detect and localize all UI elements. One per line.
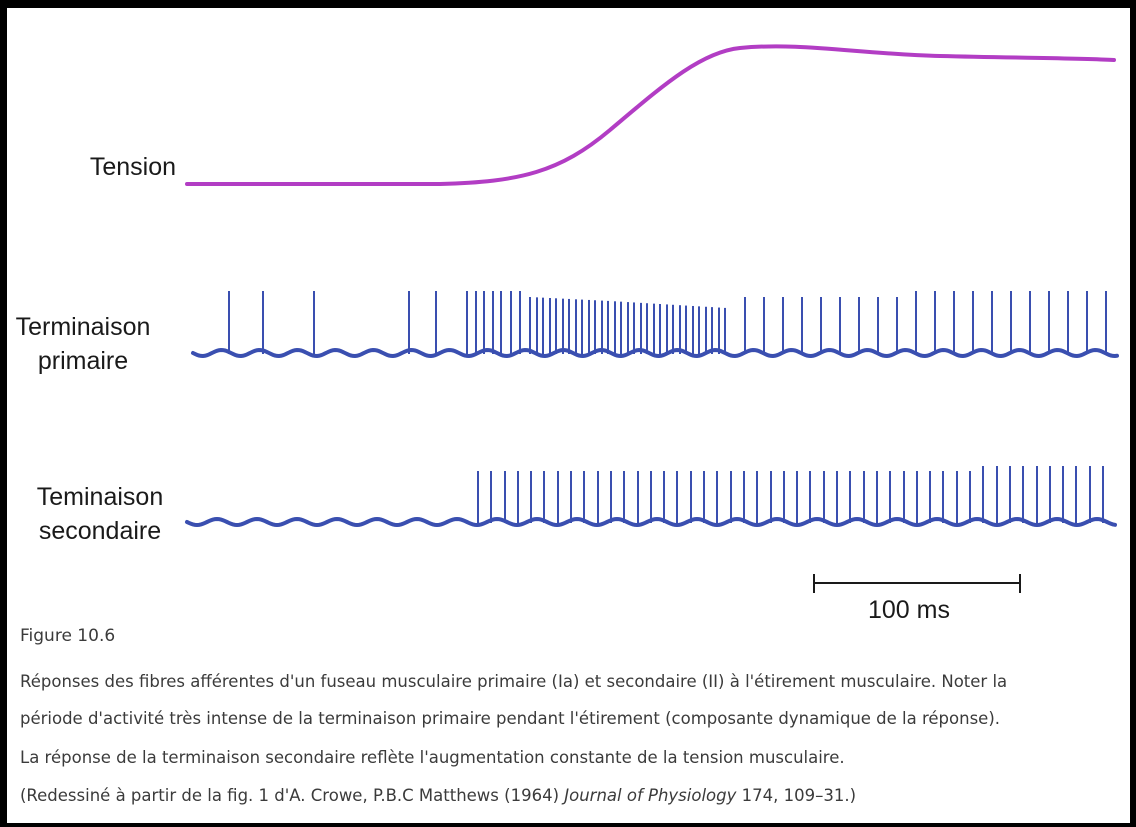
scale-bar-label: 100 ms [868,596,950,624]
secondary-ending-label: Teminaison secondaire [20,480,180,548]
figure-number: Figure 10.6 [20,626,116,646]
primary-baseline [191,348,1119,358]
caption-line-2: période d'activité très intense de la te… [20,709,1001,728]
primary-label-line1: Terminaison [15,313,151,341]
tension-label: Tension [89,153,176,181]
caption-reference: (Redessiné à partir de la fig. 1 d'A. Cr… [20,786,856,805]
secondary-label-line1: Teminaison [36,483,164,511]
reference-prefix: (Redessiné à partir de la fig. 1 d'A. Cr… [20,786,565,805]
secondary-label-line2: secondaire [38,517,162,545]
caption-line-1: Réponses des fibres afférentes d'un fuse… [20,672,1008,691]
primary-ending-label: Terminaison primaire [10,310,156,378]
primary-label-line2: primaire [37,347,129,375]
primary-spikes [228,291,1107,354]
caption-line-3: La réponse de la terminaison secondaire … [20,748,845,767]
reference-suffix: 174, 109–31.) [736,786,857,805]
reference-journal: Journal of Physiology [564,786,737,805]
scale-bar [813,574,1021,593]
spindle-response-diagram [185,44,1119,593]
secondary-spikes [477,466,1104,523]
tension-trace [185,44,1116,186]
